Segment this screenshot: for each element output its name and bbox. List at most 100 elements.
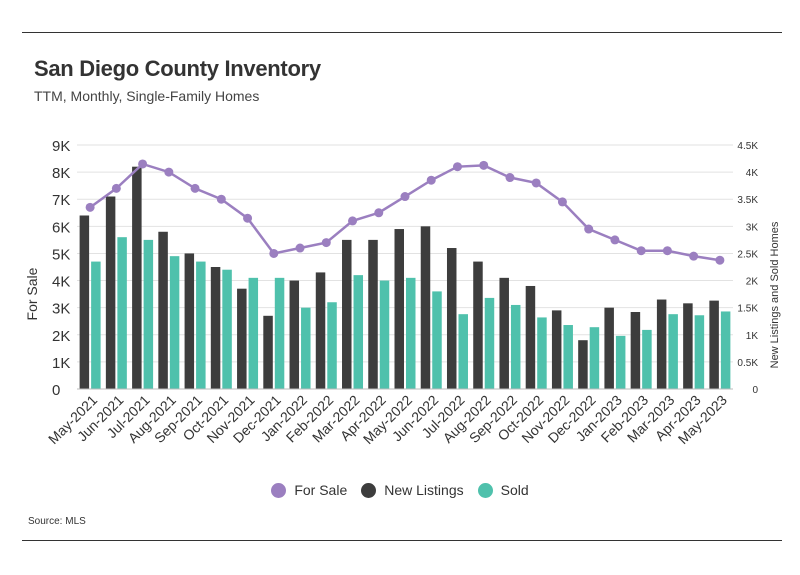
point-for-sale <box>269 248 279 258</box>
bar-sold <box>615 335 626 389</box>
right-tick-label: 3K <box>746 222 759 233</box>
legend-item: New Listings <box>361 482 464 498</box>
right-axis-title: New Listings and Sold Homes <box>769 221 781 368</box>
left-tick-label: 8K <box>52 165 70 182</box>
bar-new-listings <box>630 312 641 389</box>
chart-legend: For Sale New Listings Sold <box>0 482 800 498</box>
bar-sold <box>117 237 127 389</box>
point-for-sale <box>400 192 410 202</box>
left-tick-label: 4K <box>52 274 70 291</box>
bar-new-listings <box>368 239 378 389</box>
right-tick-label: 2.5K <box>737 249 758 260</box>
bar-new-listings <box>105 196 116 389</box>
point-for-sale <box>662 246 672 256</box>
legend-swatch <box>271 482 287 498</box>
bar-new-listings <box>79 215 90 389</box>
bar-sold <box>537 317 547 389</box>
legend-swatch <box>361 482 377 498</box>
bar-new-listings <box>237 288 247 389</box>
point-for-sale <box>715 255 725 265</box>
bar-sold <box>668 314 678 389</box>
point-for-sale <box>85 202 95 212</box>
bar-sold <box>274 277 285 389</box>
point-for-sale <box>374 208 384 218</box>
point-for-sale <box>531 178 541 188</box>
left-axis-title: For Sale <box>24 267 40 320</box>
point-for-sale <box>348 216 358 226</box>
bar-sold <box>379 280 390 389</box>
point-for-sale <box>452 162 462 172</box>
left-tick-label: 7K <box>52 192 70 209</box>
bar-new-listings <box>656 299 667 389</box>
bar-sold <box>432 291 442 389</box>
bar-sold <box>327 302 337 389</box>
point-for-sale <box>216 194 226 204</box>
bar-sold <box>248 277 259 389</box>
right-tick-label: 1K <box>746 331 759 342</box>
bar-new-listings <box>132 166 142 389</box>
line-for-sale <box>89 162 721 262</box>
left-tick-label: 5K <box>52 246 70 263</box>
bar-new-listings <box>683 303 693 389</box>
right-tick-label: 1.5K <box>737 304 758 315</box>
bar-new-listings <box>709 300 719 389</box>
bar-new-listings <box>263 315 273 389</box>
point-for-sale <box>164 167 174 177</box>
inventory-chart: 0 1K 2K 3K 4K 5K 6K 7K 8K 9K 0 0.5K 1K 1.5K 2K 2.5K 3K 3.… <box>24 138 781 447</box>
bar-sold <box>91 261 101 389</box>
right-tick-label: 0.5K <box>737 358 758 369</box>
legend-label: For Sale <box>294 482 348 498</box>
point-for-sale <box>190 183 200 193</box>
point-for-sale <box>557 197 567 207</box>
point-for-sale <box>138 159 148 169</box>
bar-new-listings <box>499 277 509 389</box>
left-tick-label: 0 <box>52 382 60 399</box>
point-for-sale <box>111 183 121 193</box>
bar-sold <box>720 311 731 389</box>
bar-new-listings <box>446 248 457 389</box>
point-for-sale <box>505 173 515 183</box>
point-for-sale <box>426 175 436 185</box>
bar-sold <box>406 277 416 389</box>
bar-sold <box>484 297 495 389</box>
right-tick-label: 0 <box>752 385 758 396</box>
left-tick-label: 2K <box>52 328 70 345</box>
right-tick-label: 4K <box>746 168 759 179</box>
bar-sold <box>694 315 705 389</box>
left-tick-label: 9K <box>52 138 70 155</box>
bar-new-listings <box>473 261 483 389</box>
bar-sold <box>458 314 468 389</box>
legend-label: Sold <box>500 482 529 498</box>
bar-new-listings <box>210 267 221 389</box>
bar-sold <box>589 327 600 389</box>
legend-item: For Sale <box>271 482 347 498</box>
bottom-rule <box>22 540 782 541</box>
bar-new-listings <box>184 253 195 389</box>
bar-sold <box>642 329 652 389</box>
left-tick-label: 3K <box>52 301 70 318</box>
bar-sold <box>563 325 573 389</box>
legend-swatch <box>477 482 493 498</box>
left-tick-label: 1K <box>52 355 70 372</box>
bar-sold <box>143 239 154 389</box>
bar-sold <box>353 275 364 389</box>
bar-new-listings <box>578 340 588 389</box>
bar-new-listings <box>551 310 562 389</box>
bar-new-listings <box>342 239 352 389</box>
right-tick-label: 3.5K <box>737 195 758 206</box>
point-for-sale <box>584 224 594 234</box>
point-for-sale <box>321 238 331 248</box>
bar-new-listings <box>158 231 168 389</box>
legend-label: New Listings <box>384 482 464 498</box>
point-for-sale <box>295 243 305 253</box>
bar-sold <box>196 261 206 389</box>
right-tick-label: 2K <box>746 277 759 288</box>
top-rule <box>22 32 782 33</box>
bar-new-listings <box>315 272 326 389</box>
left-tick-label: 6K <box>52 219 70 236</box>
point-for-sale <box>636 246 646 256</box>
point-for-sale <box>243 213 253 223</box>
bar-new-listings <box>394 229 404 389</box>
chart-title: San Diego County Inventory <box>34 56 321 81</box>
source-note: Source: MLS <box>28 516 86 527</box>
